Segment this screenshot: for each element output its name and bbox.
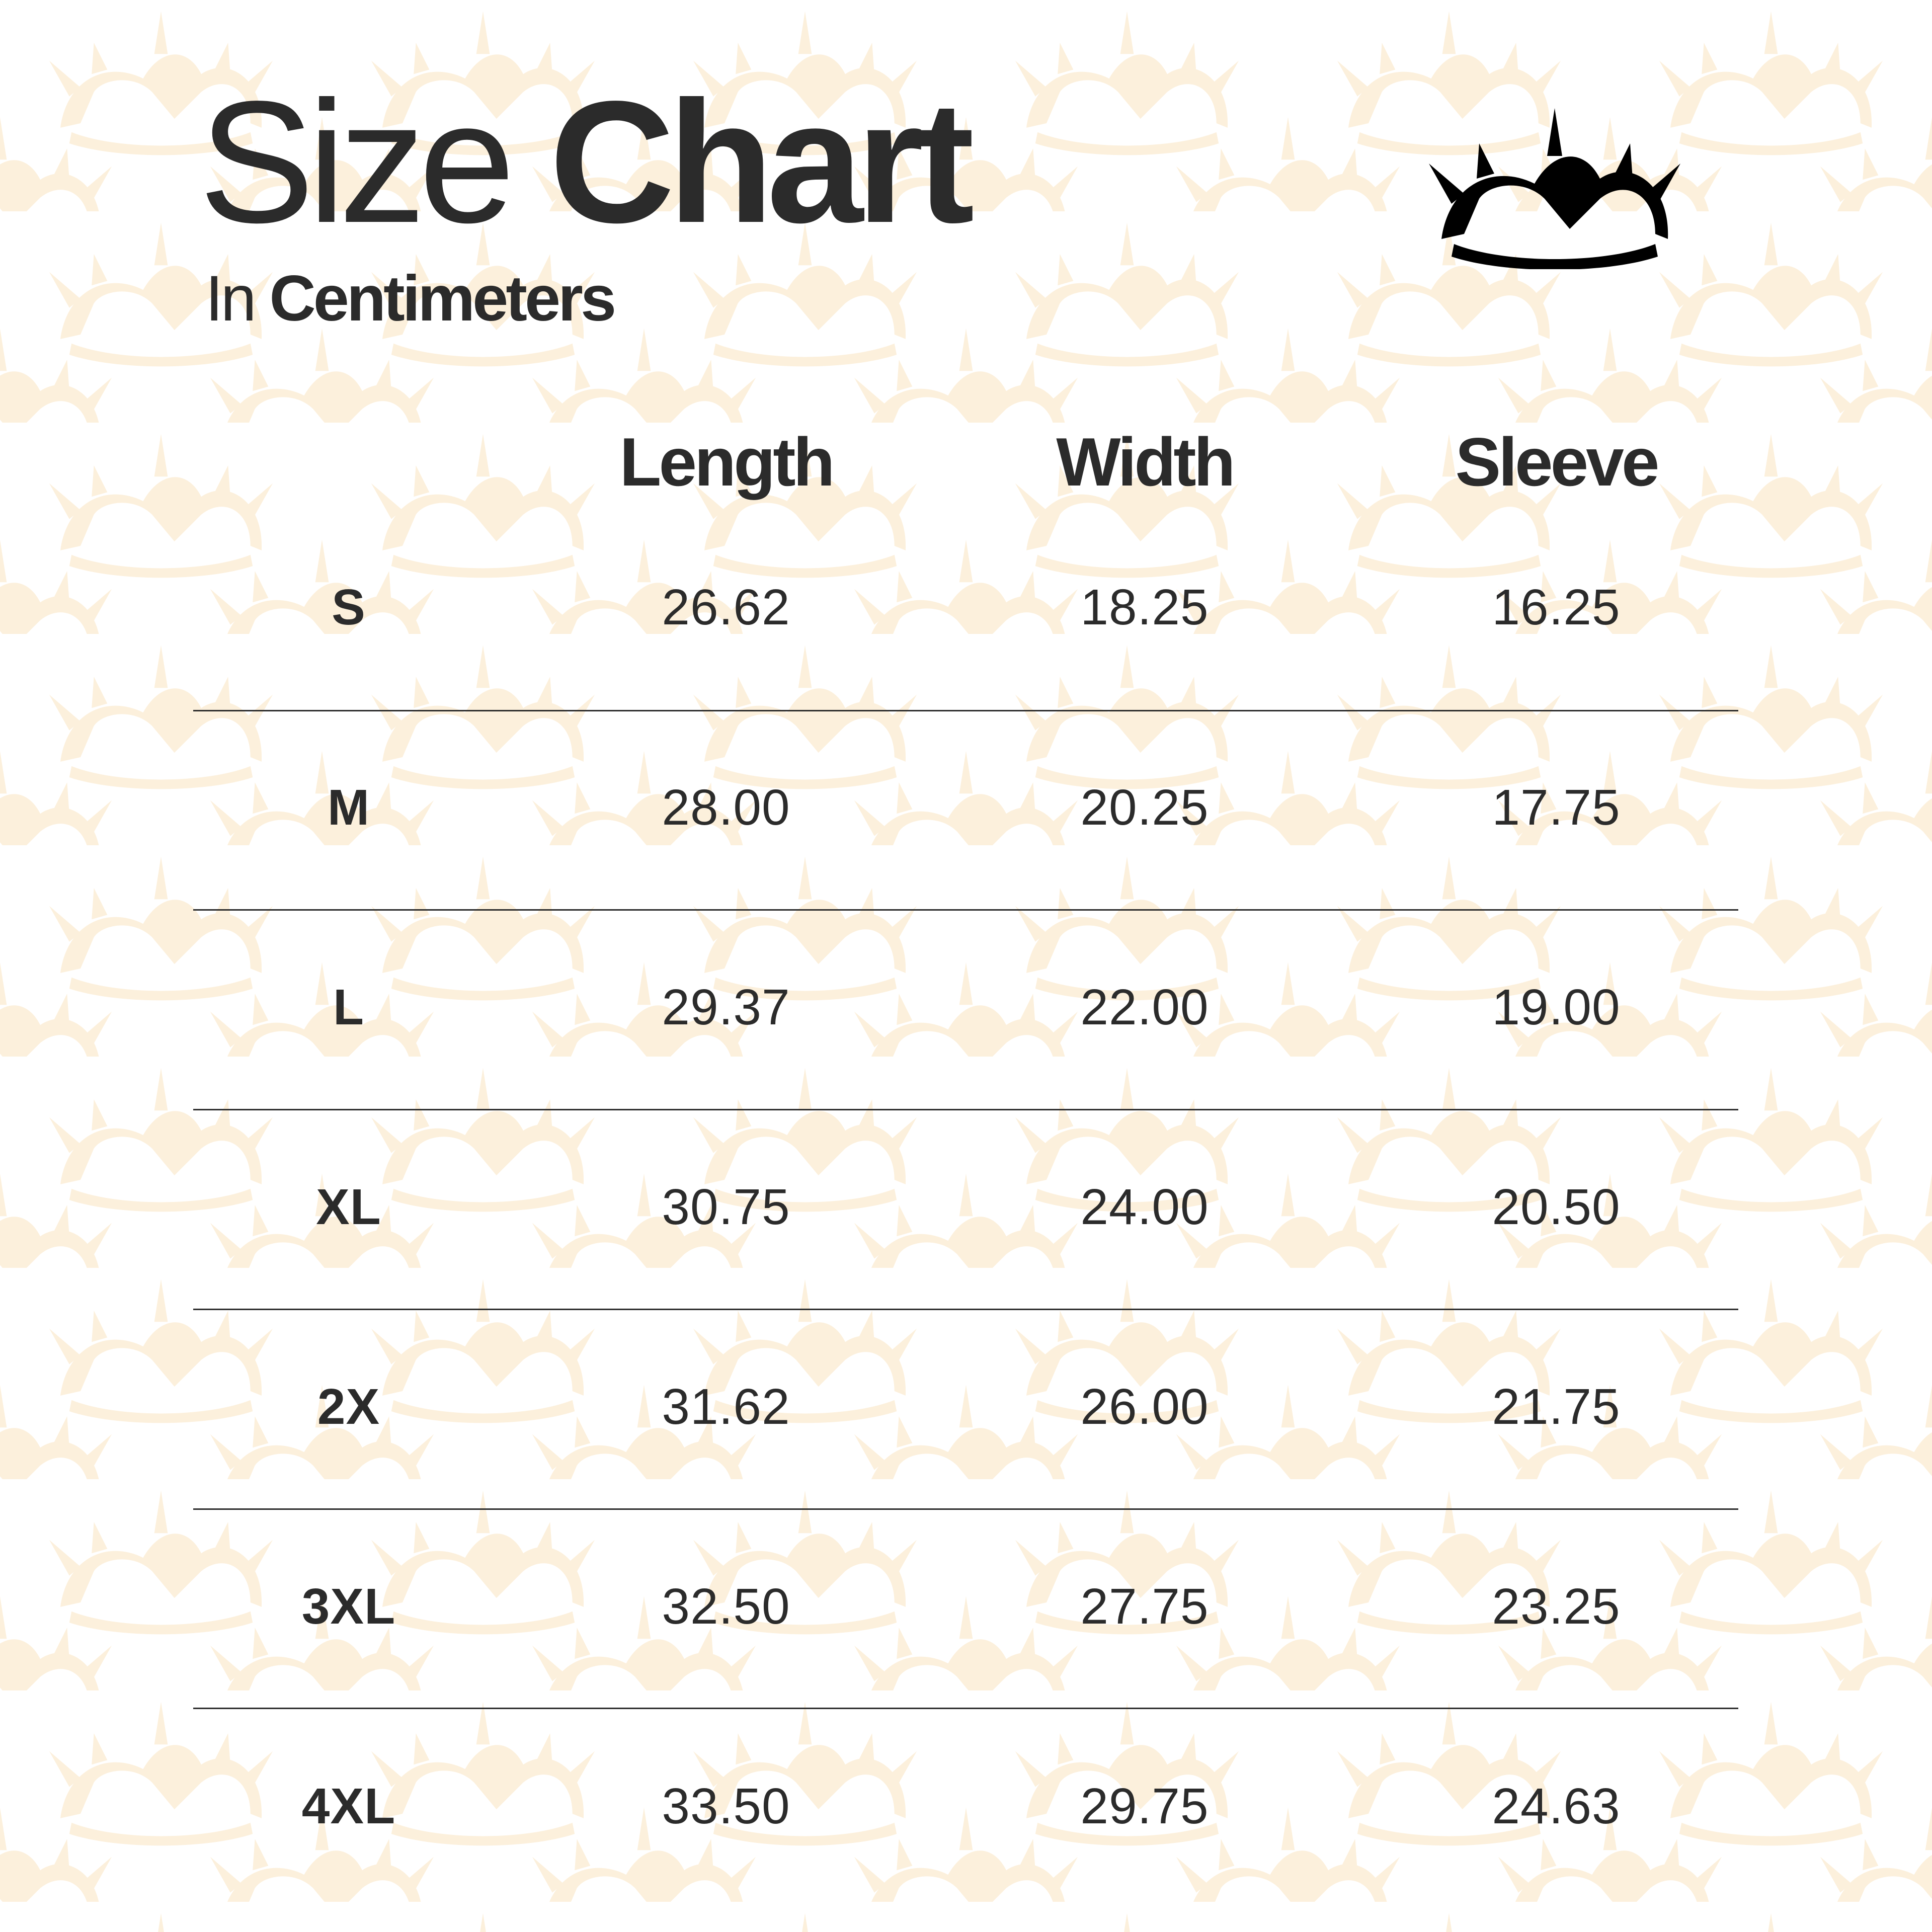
- cell-width: 27.75: [1080, 1578, 1209, 1635]
- column-header-sleeve: Sleeve: [1455, 424, 1659, 500]
- cell-width: 26.00: [1080, 1379, 1209, 1435]
- row-divider: [193, 1109, 1738, 1110]
- size-label: 4XL: [301, 1778, 396, 1834]
- cell-width: 20.25: [1080, 779, 1209, 836]
- size-label: 3XL: [301, 1578, 396, 1635]
- title-bold: Chart: [549, 65, 975, 259]
- page-subtitle: In Centimeters: [205, 267, 616, 331]
- cell-sleeve: 21.75: [1492, 1379, 1621, 1435]
- row-divider: [193, 1708, 1738, 1709]
- cell-length: 30.75: [662, 1179, 790, 1235]
- size-label: M: [327, 779, 370, 836]
- column-header-width: Width: [1056, 424, 1235, 500]
- cell-sleeve: 23.25: [1492, 1578, 1621, 1635]
- cell-length: 29.37: [662, 979, 790, 1035]
- size-label: XL: [316, 1179, 381, 1235]
- size-label: S: [332, 579, 366, 635]
- cell-length: 26.62: [662, 579, 790, 635]
- title-light: Size: [199, 65, 515, 259]
- cell-sleeve: 16.25: [1492, 579, 1621, 635]
- cell-length: 28.00: [662, 779, 790, 836]
- size-label: 2X: [317, 1379, 380, 1435]
- size-label: L: [333, 979, 365, 1035]
- row-divider: [193, 710, 1738, 711]
- row-divider: [193, 909, 1738, 911]
- row-divider: [193, 1309, 1738, 1310]
- cell-length: 31.62: [662, 1379, 790, 1435]
- page-title: Size Chart: [199, 75, 975, 249]
- cell-sleeve: 20.50: [1492, 1179, 1621, 1235]
- crown-of-thorns-icon: [1429, 108, 1680, 269]
- cell-width: 18.25: [1080, 579, 1209, 635]
- cell-width: 24.00: [1080, 1179, 1209, 1235]
- cell-length: 32.50: [662, 1578, 790, 1635]
- cell-sleeve: 24.63: [1492, 1778, 1621, 1834]
- cell-sleeve: 17.75: [1492, 779, 1621, 836]
- cell-length: 33.50: [662, 1778, 790, 1834]
- column-header-length: Length: [619, 424, 835, 500]
- subtitle-bold: Centimeters: [269, 263, 616, 335]
- row-divider: [193, 1508, 1738, 1510]
- cell-sleeve: 19.00: [1492, 979, 1621, 1035]
- subtitle-light: In: [205, 263, 257, 335]
- cell-width: 22.00: [1080, 979, 1209, 1035]
- cell-width: 29.75: [1080, 1778, 1209, 1834]
